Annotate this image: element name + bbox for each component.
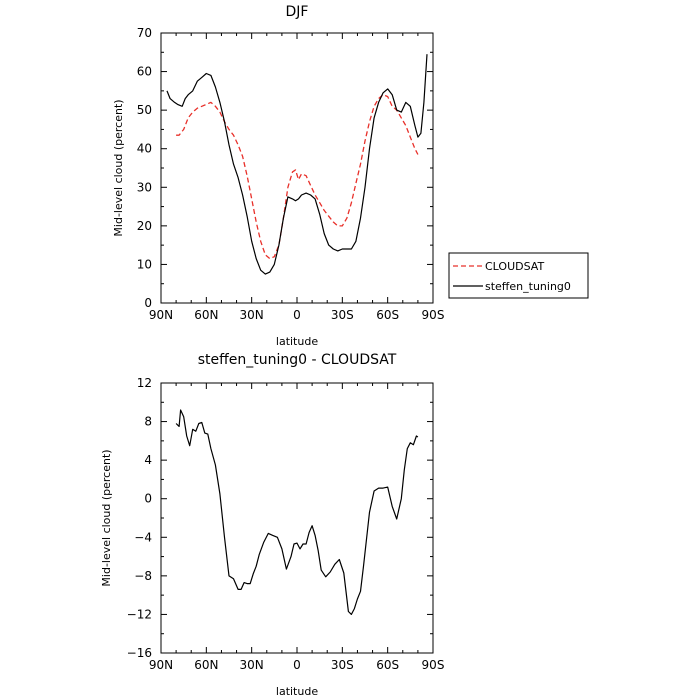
plot-frame — [160, 32, 434, 304]
chart-title: steffen_tuning0 - CLOUDSAT — [198, 352, 397, 368]
legend-label-cloudsat: CLOUDSAT — [485, 260, 544, 273]
y-tick-label: 20 — [137, 219, 152, 233]
x-tick-label: 0 — [293, 308, 301, 322]
y-tick-label: 12 — [137, 376, 152, 390]
y-tick-label: 50 — [137, 103, 152, 117]
x-tick-label: 60S — [376, 308, 399, 322]
x-tick-label: 60S — [376, 658, 399, 672]
x-axis-label: latitude — [276, 685, 318, 698]
x-tick-label: 0 — [293, 658, 301, 672]
x-axis-label: latitude — [276, 335, 318, 348]
y-tick-label: −8 — [134, 569, 152, 583]
axis-ticks — [160, 382, 434, 654]
y-tick-label: −16 — [127, 646, 152, 660]
difference-panel: steffen_tuning0 - CLOUDSAT 90N 60N 30N 0 30S… — [100, 352, 444, 698]
y-tick-label: 40 — [137, 142, 152, 156]
x-tick-label: 30S — [331, 308, 354, 322]
y-tick-label: 60 — [137, 65, 152, 79]
x-tick-label: 60N — [194, 308, 218, 322]
djf-panel: DJF 90N 60N 30N 0 30S 60S 90S 0 10 20 30 40 50 60 70 l… — [112, 4, 589, 348]
y-tick-label: 8 — [144, 415, 152, 429]
x-tick-label: 90N — [149, 658, 173, 672]
y-tick-label: 4 — [144, 453, 152, 467]
tick-labels: 90N 60N 30N 0 30S 60S 90S −16 −12 −8 −4 0 4 8 12 — [127, 376, 445, 672]
y-tick-label: 0 — [144, 492, 152, 506]
legend-box — [448, 252, 589, 299]
x-tick-label: 30S — [331, 658, 354, 672]
series-line-1 — [175, 409, 419, 616]
y-tick-label: 70 — [137, 26, 152, 40]
x-tick-label: 60N — [194, 658, 218, 672]
series-line-cloudsat — [176, 94, 419, 260]
x-tick-label: 30N — [240, 308, 264, 322]
y-tick-label: 0 — [144, 296, 152, 310]
x-tick-label: 90S — [422, 658, 445, 672]
x-tick-label: 90N — [149, 308, 173, 322]
y-tick-label: 30 — [137, 180, 152, 194]
legend: CLOUDSAT steffen_tuning0 — [448, 252, 589, 299]
y-axis-label: Mid-level cloud (percent) — [112, 99, 125, 236]
axis-ticks — [160, 32, 434, 304]
y-tick-label: −12 — [127, 607, 152, 621]
series-lines — [175, 409, 419, 616]
x-tick-label: 90S — [422, 308, 445, 322]
y-axis-label: Mid-level cloud (percent) — [100, 449, 113, 586]
legend-label-steffen-tuning0: steffen_tuning0 — [485, 280, 571, 293]
y-tick-label: −4 — [134, 530, 152, 544]
series-lines — [166, 54, 428, 275]
series-line-steffen-tuning0 — [166, 54, 428, 275]
y-tick-label: 10 — [137, 257, 152, 271]
tick-labels: 90N 60N 30N 0 30S 60S 90S 0 10 20 30 40 50 60 70 — [137, 26, 445, 322]
x-tick-label: 30N — [240, 658, 264, 672]
chart-title: DJF — [286, 4, 309, 20]
